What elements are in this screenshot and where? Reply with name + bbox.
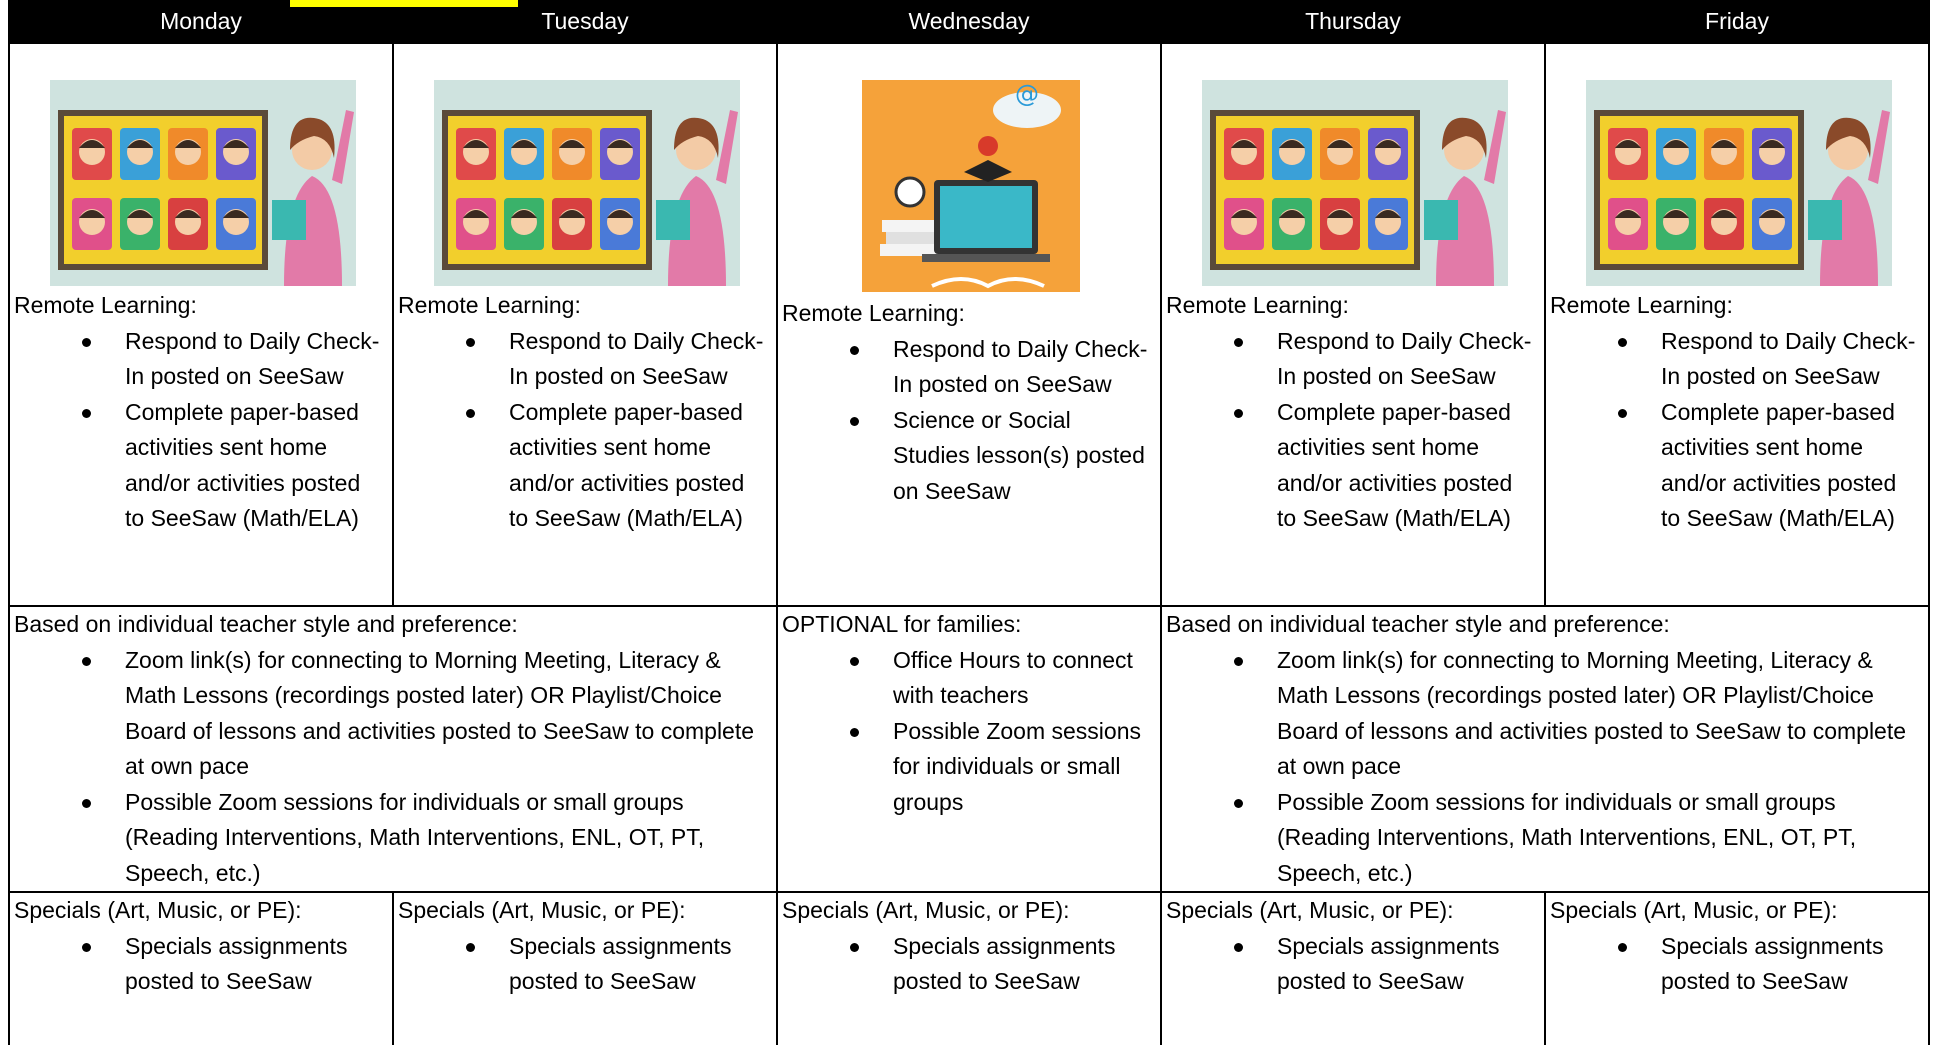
bullet-list: Specials assignments posted to SeeSaw [14, 929, 392, 1000]
day-header: Tuesday [392, 0, 778, 44]
cell-heading: Based on individual teacher style and pr… [14, 611, 518, 637]
online-learning-illustration: @ [862, 80, 1080, 292]
bullet-item: Zoom link(s) for connecting to Morning M… [82, 643, 768, 785]
classroom-illustration [434, 80, 740, 286]
bullet-item: Possible Zoom sessions for individuals o… [82, 785, 768, 892]
cell-heading: Remote Learning: [782, 300, 965, 326]
bullet-item: Possible Zoom sessions for individuals o… [1234, 785, 1920, 892]
bullet-item: Respond to Daily Check-In posted on SeeS… [466, 324, 768, 395]
schedule-cell: Remote Learning: Respond to Daily Check-I… [1160, 42, 1546, 607]
bullet-item: Possible Zoom sessions for individuals o… [850, 714, 1152, 821]
schedule-cell: @ Remote Learning: Respond to Daily Check-… [776, 42, 1162, 607]
schedule-row: Specials (Art, Music, or PE): Specials as… [8, 891, 1930, 1045]
classroom-illustration [50, 80, 356, 286]
day-header: Wednesday [776, 0, 1162, 44]
bullet-list: Respond to Daily Check-In posted on SeeS… [14, 324, 392, 537]
bullet-list: Zoom link(s) for connecting to Morning M… [14, 643, 776, 892]
bullet-item: Specials assignments posted to SeeSaw [1234, 929, 1536, 1000]
schedule-row: Based on individual teacher style and pr… [8, 605, 1930, 893]
bullet-item: Complete paper-based activities sent hom… [466, 395, 768, 537]
day-header: Monday [8, 0, 394, 44]
bullet-item: Specials assignments posted to SeeSaw [82, 929, 384, 1000]
bullet-list: Office Hours to connect with teachers Pos… [782, 643, 1160, 821]
bullet-item: Office Hours to connect with teachers [850, 643, 1152, 714]
schedule-cell: Remote Learning: Respond to Daily Check-I… [392, 42, 778, 607]
schedule-cell: Specials (Art, Music, or PE): Specials as… [8, 891, 394, 1045]
bullet-item: Complete paper-based activities sent hom… [1618, 395, 1920, 537]
cell-heading: Specials (Art, Music, or PE): [398, 897, 686, 923]
bullet-item: Specials assignments posted to SeeSaw [466, 929, 768, 1000]
bullet-item: Respond to Daily Check-In posted on SeeS… [1618, 324, 1920, 395]
cell-heading: Remote Learning: [398, 292, 581, 318]
bullet-item: Respond to Daily Check-In posted on SeeS… [82, 324, 384, 395]
highlight [290, 0, 518, 7]
classroom-illustration [1586, 80, 1892, 286]
bullet-item: Complete paper-based activities sent hom… [1234, 395, 1536, 537]
schedule-cell: Specials (Art, Music, or PE): Specials as… [1544, 891, 1930, 1045]
schedule-cell: OPTIONAL for families: Office Hours to co… [776, 605, 1162, 893]
schedule-cell: Based on individual teacher style and pr… [8, 605, 778, 893]
bullet-list: Specials assignments posted to SeeSaw [398, 929, 776, 1000]
schedule-row: Remote Learning: Respond to Daily Check-I… [8, 42, 1930, 607]
schedule-cell: Remote Learning: Respond to Daily Check-I… [1544, 42, 1930, 607]
bullet-list: Zoom link(s) for connecting to Morning M… [1166, 643, 1928, 892]
bullet-list: Specials assignments posted to SeeSaw [1166, 929, 1544, 1000]
weekly-schedule-table: Monday Tuesday Wednesday Thursday Friday Remo… [8, 0, 1930, 1045]
cell-heading: Remote Learning: [1166, 292, 1349, 318]
cell-heading: Specials (Art, Music, or PE): [782, 897, 1070, 923]
cell-heading: Specials (Art, Music, or PE): [1550, 897, 1838, 923]
cell-heading: Specials (Art, Music, or PE): [14, 897, 302, 923]
bullet-list: Respond to Daily Check-In posted on SeeS… [782, 332, 1160, 510]
bullet-item: Respond to Daily Check-In posted on SeeS… [850, 332, 1152, 403]
bullet-item: Specials assignments posted to SeeSaw [850, 929, 1152, 1000]
header-row: Monday Tuesday Wednesday Thursday Friday [8, 0, 1930, 44]
schedule-cell: Specials (Art, Music, or PE): Specials as… [1160, 891, 1546, 1045]
cell-heading: Remote Learning: [14, 292, 197, 318]
schedule-cell: Specials (Art, Music, or PE): Specials as… [776, 891, 1162, 1045]
bullet-list: Specials assignments posted to SeeSaw [1550, 929, 1928, 1000]
bullet-list: Respond to Daily Check-In posted on SeeS… [1166, 324, 1544, 537]
bullet-item: Science or Social Studies lesson(s) post… [850, 403, 1152, 510]
bullet-item: Zoom link(s) for connecting to Morning M… [1234, 643, 1920, 785]
cell-heading: Based on individual teacher style and pr… [1166, 611, 1670, 637]
cell-heading: Remote Learning: [1550, 292, 1733, 318]
bullet-item: Specials assignments posted to SeeSaw [1618, 929, 1920, 1000]
bullet-list: Specials assignments posted to SeeSaw [782, 929, 1160, 1000]
day-header: Friday [1544, 0, 1930, 44]
bullet-list: Respond to Daily Check-In posted on SeeS… [1550, 324, 1928, 537]
schedule-cell: Based on individual teacher style and pr… [1160, 605, 1930, 893]
cell-heading: Specials (Art, Music, or PE): [1166, 897, 1454, 923]
svg-text:@: @ [1015, 80, 1039, 108]
bullet-item: Complete paper-based activities sent hom… [82, 395, 384, 537]
schedule-cell: Specials (Art, Music, or PE): Specials as… [392, 891, 778, 1045]
classroom-illustration [1202, 80, 1508, 286]
cell-heading: OPTIONAL for families: [782, 611, 1022, 637]
bullet-item: Respond to Daily Check-In posted on SeeS… [1234, 324, 1536, 395]
schedule-cell: Remote Learning: Respond to Daily Check-I… [8, 42, 394, 607]
bullet-list: Respond to Daily Check-In posted on SeeS… [398, 324, 776, 537]
day-header: Thursday [1160, 0, 1546, 44]
